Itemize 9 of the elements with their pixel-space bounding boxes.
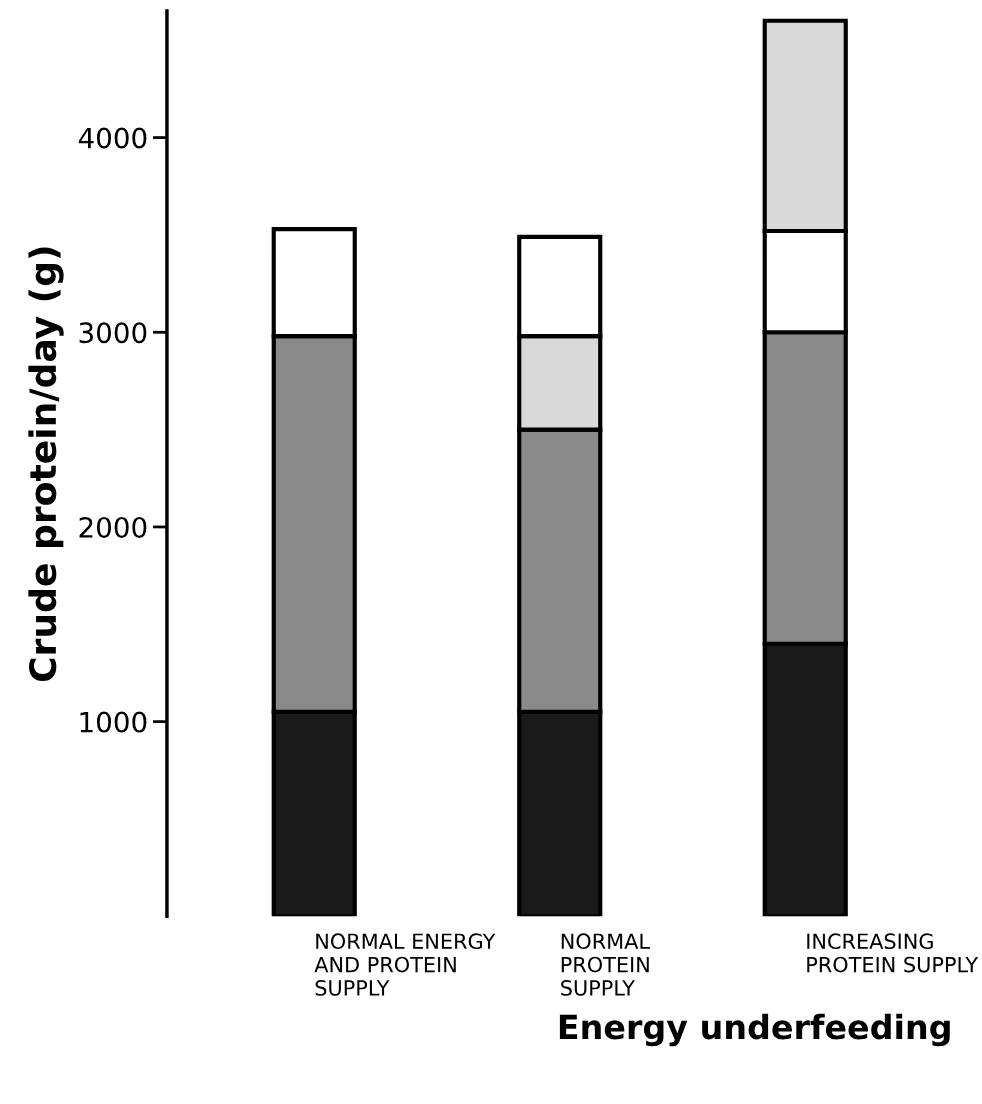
y-tick-label: 1000 (80, 711, 147, 733)
y-axis-title: Crude protein/day (g) (28, 247, 64, 682)
y-tick-label: 2000 (79, 516, 147, 538)
x-tick-label: INCREASING PROTEIN SUPPLY (807, 933, 979, 973)
x-tick-label: NORMAL PROTEIN SUPPLY (561, 933, 650, 996)
y-tick-label: 4000 (78, 127, 147, 149)
x-axis-title: Energy underfeeding (559, 1013, 950, 1047)
x-tick-label: NORMAL ENERGY AND PROTEIN SUPPLY (314, 933, 496, 996)
y-tick-label: 3000 (79, 322, 147, 344)
